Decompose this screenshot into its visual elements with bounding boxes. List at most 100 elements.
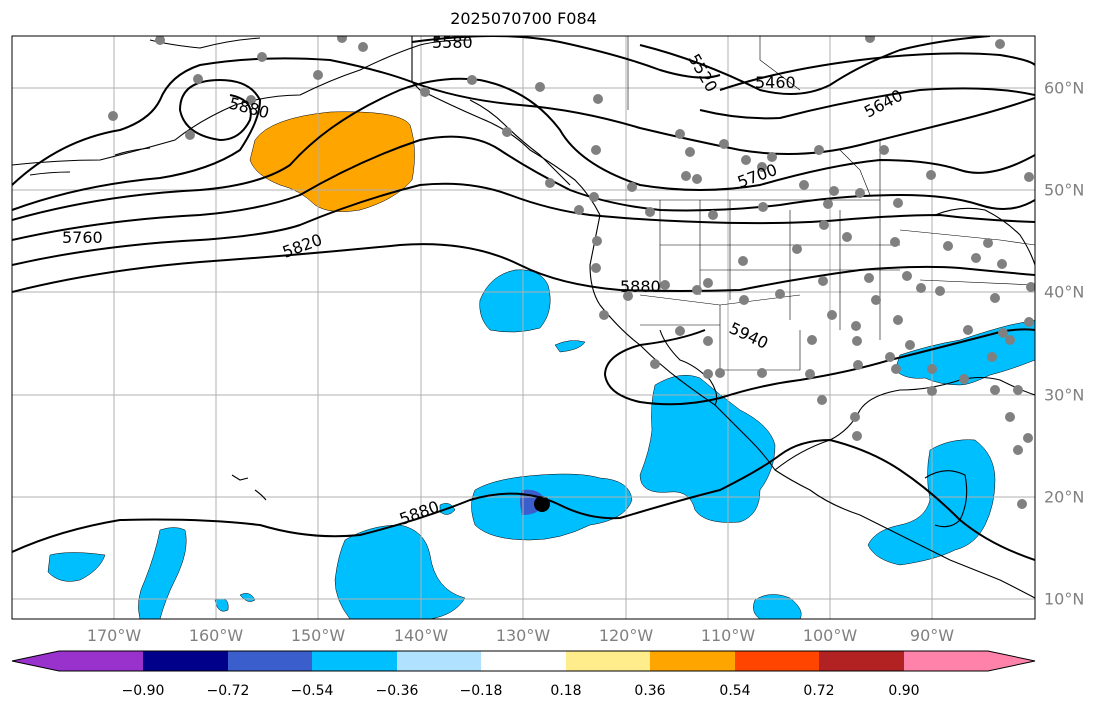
colorbar bbox=[11, 650, 1036, 672]
map-frame bbox=[11, 35, 1036, 620]
colorbar-segment bbox=[312, 651, 397, 671]
colorbar-segment bbox=[650, 651, 735, 671]
station-marker bbox=[814, 145, 824, 155]
station-marker bbox=[741, 155, 751, 165]
station-marker bbox=[257, 52, 267, 62]
colorbar-tick-label: −0.54 bbox=[290, 683, 334, 699]
lon-label: 110°W bbox=[700, 626, 756, 645]
station-marker bbox=[971, 253, 981, 263]
station-marker bbox=[767, 152, 777, 162]
station-marker bbox=[998, 328, 1008, 338]
station-marker bbox=[927, 364, 937, 374]
station-marker bbox=[990, 293, 1000, 303]
colorbar-tick-label: 0.36 bbox=[634, 683, 666, 699]
station-marker bbox=[591, 145, 601, 155]
coastlines bbox=[12, 36, 1035, 599]
contour-label: 5760 bbox=[62, 228, 103, 247]
lon-label: 150°W bbox=[290, 626, 346, 645]
contour-label: 5700 bbox=[735, 160, 780, 192]
contour-label: 5520 bbox=[685, 51, 722, 96]
station-marker bbox=[155, 36, 165, 45]
contour-label: 5880 bbox=[397, 497, 442, 529]
station-marker bbox=[1013, 385, 1023, 395]
station-marker bbox=[739, 295, 749, 305]
station-marker bbox=[1017, 499, 1027, 509]
station-marker bbox=[995, 39, 1005, 49]
colorbar-tick-label: −0.72 bbox=[206, 683, 250, 699]
station-marker bbox=[692, 285, 702, 295]
station-marker bbox=[853, 360, 863, 370]
station-marker bbox=[817, 395, 827, 405]
lat-label: 60°N bbox=[1044, 78, 1085, 98]
colorbar-tick-label: −0.36 bbox=[375, 683, 419, 699]
station-marker bbox=[799, 180, 809, 190]
station-marker bbox=[313, 70, 323, 80]
station-marker bbox=[645, 207, 655, 217]
station-marker bbox=[1013, 445, 1023, 455]
contour-label: 5460 bbox=[755, 73, 796, 92]
lon-label: 130°W bbox=[495, 626, 551, 645]
station-marker bbox=[719, 139, 729, 149]
station-marker bbox=[943, 241, 953, 251]
station-marker bbox=[818, 276, 828, 286]
station-marker bbox=[675, 326, 685, 336]
station-marker bbox=[879, 145, 889, 155]
station-marker bbox=[926, 170, 936, 180]
station-marker bbox=[890, 237, 900, 247]
station-marker bbox=[420, 87, 430, 97]
station-marker bbox=[574, 205, 584, 215]
colorbar-segment bbox=[819, 651, 904, 671]
station-marker bbox=[807, 335, 817, 345]
station-marker bbox=[864, 273, 874, 283]
station-marker bbox=[885, 352, 895, 362]
station-marker bbox=[535, 82, 545, 92]
station-marker bbox=[916, 283, 926, 293]
lat-lon-grid bbox=[12, 36, 1035, 619]
station-marker bbox=[893, 315, 903, 325]
lat-label: 20°N bbox=[1044, 487, 1085, 507]
station-marker bbox=[708, 210, 718, 220]
station-marker bbox=[757, 162, 767, 172]
station-marker bbox=[905, 340, 915, 350]
colorbar-segment bbox=[59, 651, 143, 671]
station-marker bbox=[1005, 412, 1015, 422]
lon-label: 170°W bbox=[86, 626, 142, 645]
lon-label: 90°W bbox=[909, 626, 955, 645]
station-marker bbox=[685, 147, 695, 157]
station-marker bbox=[1023, 433, 1033, 443]
station-marker bbox=[852, 431, 862, 441]
station-marker bbox=[681, 171, 691, 181]
station-marker bbox=[855, 188, 865, 198]
station-marker bbox=[627, 182, 637, 192]
station-marker bbox=[935, 286, 945, 296]
station-marker bbox=[1026, 282, 1035, 292]
station-marker bbox=[805, 369, 815, 379]
contour-label: 5640 bbox=[861, 86, 906, 122]
lon-label: 100°W bbox=[802, 626, 858, 645]
contour-label: 5880 bbox=[620, 277, 661, 296]
station-marker bbox=[775, 289, 785, 299]
colorbar-tick-label: 0.18 bbox=[550, 683, 582, 699]
station-marker bbox=[852, 336, 862, 346]
lat-label: 40°N bbox=[1044, 282, 1085, 302]
lat-label: 50°N bbox=[1044, 180, 1085, 200]
station-marker bbox=[589, 192, 599, 202]
station-marker bbox=[792, 244, 802, 254]
station-marker bbox=[738, 256, 748, 266]
station-marker bbox=[959, 374, 969, 384]
station-marker bbox=[703, 278, 713, 288]
station-marker bbox=[703, 369, 713, 379]
station-marker bbox=[1024, 172, 1034, 182]
station-marker bbox=[502, 127, 512, 137]
map-title: 2025070700 F084 bbox=[450, 9, 597, 28]
station-marker bbox=[337, 36, 347, 43]
colorbar-tick-label: 0.54 bbox=[719, 683, 751, 699]
station-marker bbox=[823, 199, 833, 209]
station-marker bbox=[623, 291, 633, 301]
colorbar-segment bbox=[735, 651, 819, 671]
station-marker bbox=[660, 280, 670, 290]
station-marker bbox=[758, 202, 768, 212]
station-marker bbox=[829, 186, 839, 196]
station-marker bbox=[467, 75, 477, 85]
